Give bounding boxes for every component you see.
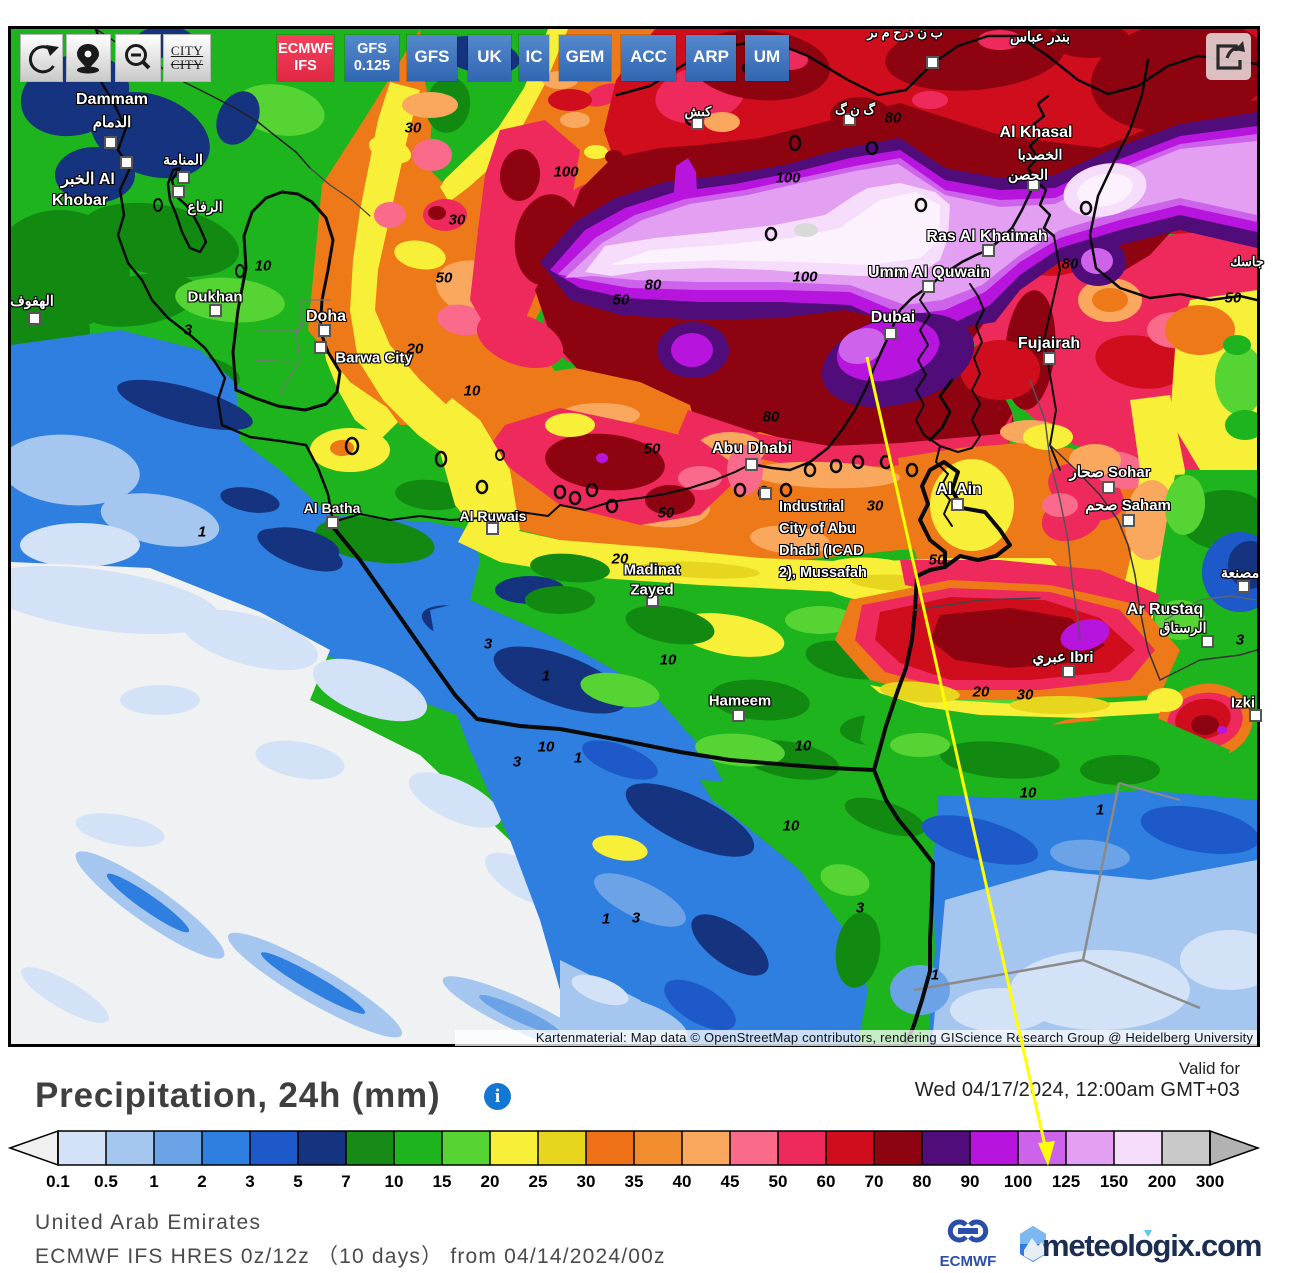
svg-text:ECMWF: ECMWF [940, 1253, 997, 1270]
svg-text:meteologix.com: meteologix.com [1042, 1228, 1261, 1263]
